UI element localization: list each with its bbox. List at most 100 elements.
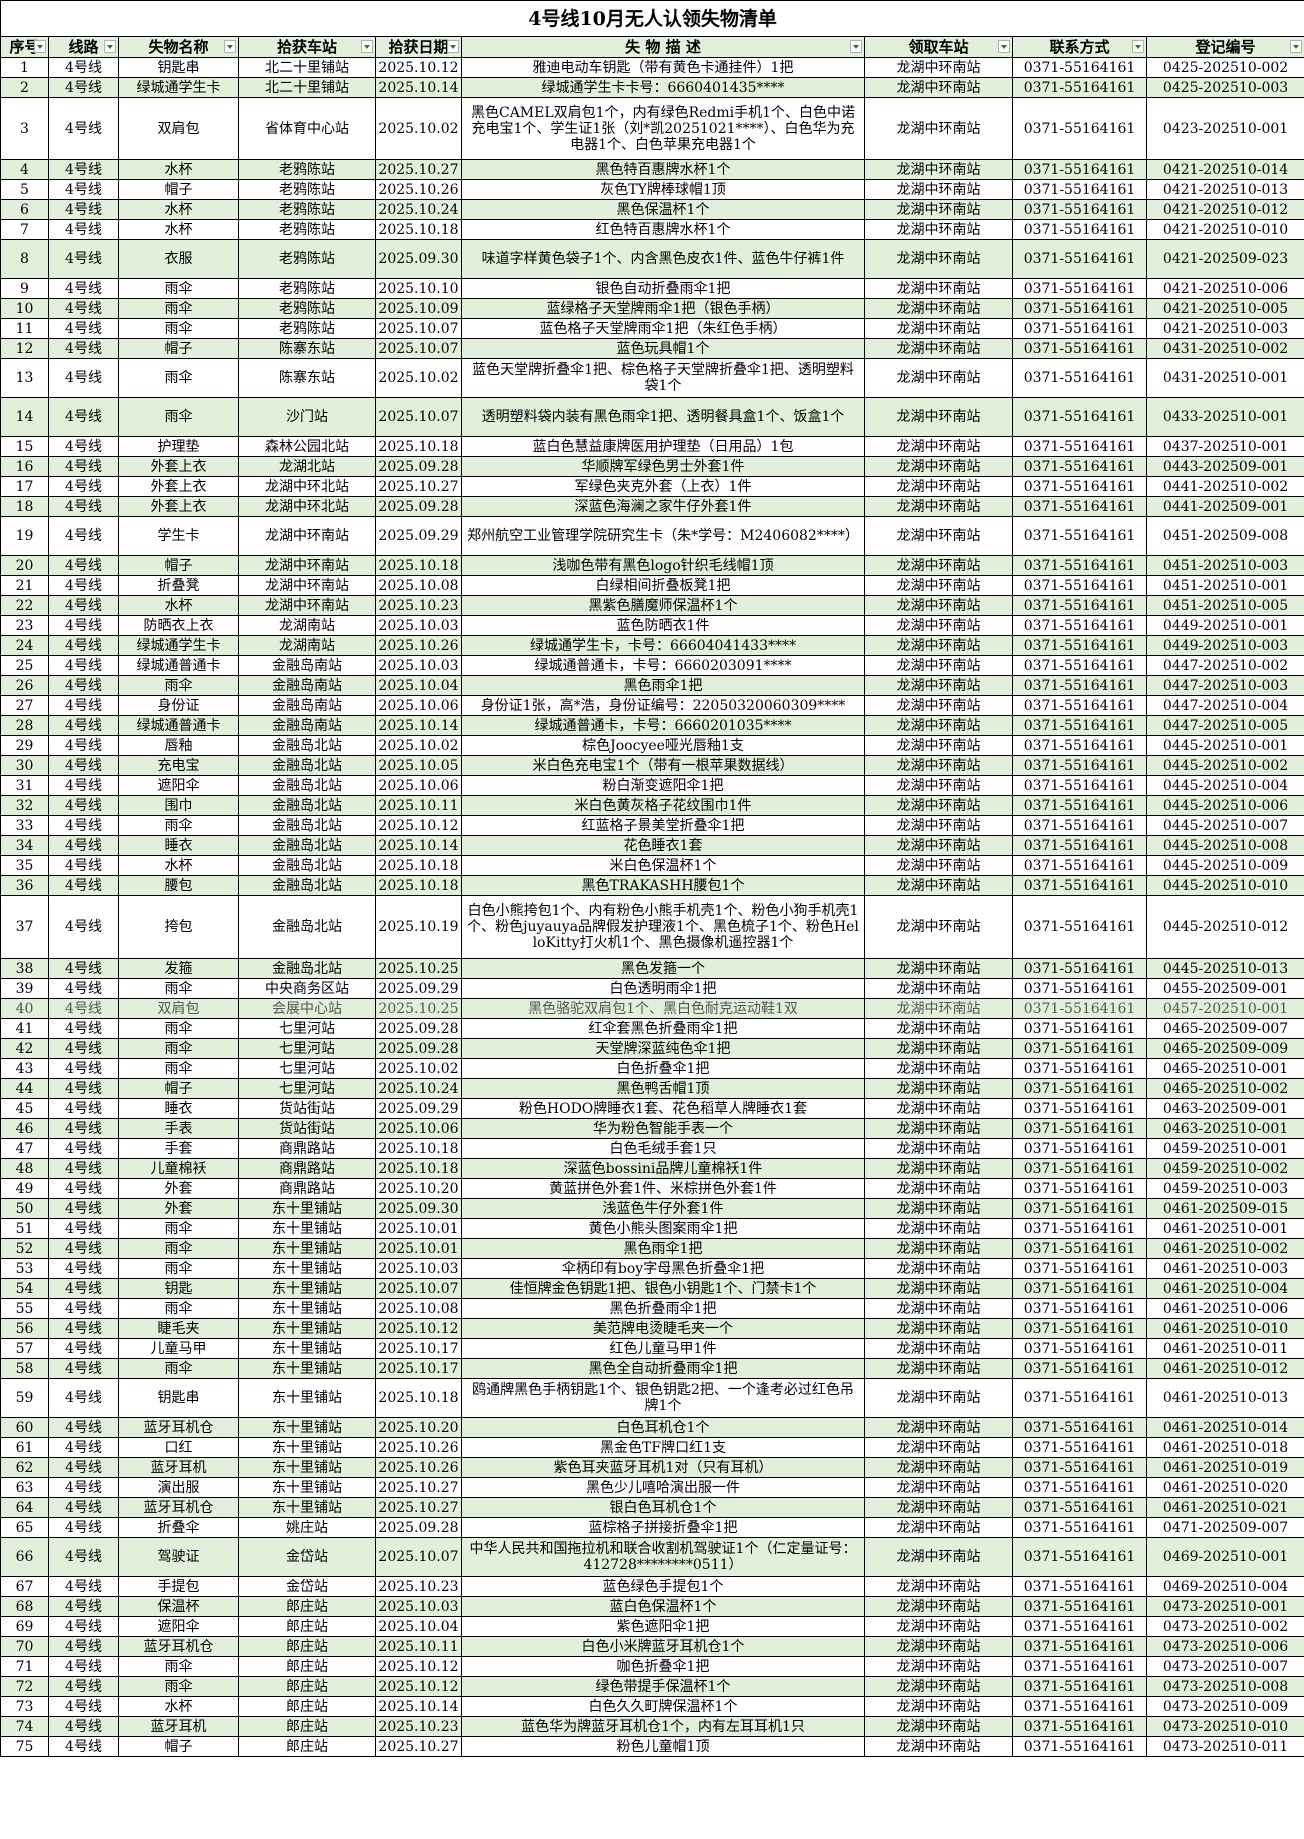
- cell-contact: 0371-55164161: [1012, 1098, 1147, 1119]
- cell-description: 白色小熊挎包1个、内有粉色小熊手机壳1个、粉色小狗手机壳1个、粉色juyauya…: [461, 895, 865, 959]
- filter-dropdown-icon[interactable]: [224, 40, 236, 53]
- cell-found-date: 2025.10.18: [375, 219, 462, 240]
- cell-description: 白色折叠伞1把: [461, 1058, 865, 1079]
- header-label: 序号: [9, 38, 40, 56]
- table-row: 61 4号线 口红 东十里铺站 2025.10.26 黑金色TF牌口红1支 龙湖中环南站 03…: [0, 1437, 1304, 1458]
- cell-claim-station: 龙湖中环南站: [864, 1636, 1013, 1657]
- filter-dropdown-icon[interactable]: [1290, 40, 1303, 53]
- cell-claim-station: 龙湖中环南站: [864, 1596, 1013, 1617]
- cell-registration-id: 0447-202510-005: [1145, 715, 1304, 736]
- cell-found-station: 森林公园北站: [238, 436, 376, 457]
- cell-found-station: 郎庄站: [238, 1636, 376, 1657]
- cell-found-date: 2025.10.02: [375, 1058, 462, 1079]
- cell-found-date: 2025.10.12: [375, 1318, 462, 1339]
- cell-found-station: 郎庄站: [238, 1616, 376, 1637]
- cell-line: 4号线: [48, 835, 119, 856]
- cell-found-station: 北二十里铺站: [238, 57, 376, 78]
- cell-description: 华顺牌军绿色男士外套1件: [461, 456, 865, 477]
- cell-found-date: 2025.10.14: [375, 715, 462, 736]
- cell-line: 4号线: [48, 77, 119, 98]
- filter-dropdown-icon[interactable]: [1132, 40, 1144, 53]
- cell-contact: 0371-55164161: [1012, 1358, 1147, 1379]
- table-row: 47 4号线 手套 商鼎路站 2025.10.18 白色毛绒手套1只 龙湖中环南站 0371-…: [0, 1138, 1304, 1159]
- cell-found-station: 东十里铺站: [238, 1417, 376, 1438]
- cell-registration-id: 0459-202510-003: [1145, 1178, 1304, 1199]
- cell-index: 23: [0, 615, 49, 636]
- cell-description: 绿城通普通卡，卡号：6660203091****: [461, 655, 865, 676]
- cell-item-name: 驾驶证: [118, 1537, 239, 1577]
- cell-found-date: 2025.10.03: [375, 1596, 462, 1617]
- cell-contact: 0371-55164161: [1012, 1656, 1147, 1677]
- cell-claim-station: 龙湖中环南站: [864, 1018, 1013, 1039]
- cell-contact: 0371-55164161: [1012, 239, 1147, 279]
- cell-found-station: 东十里铺站: [238, 1198, 376, 1219]
- cell-claim-station: 龙湖中环南站: [864, 815, 1013, 836]
- cell-index: 42: [0, 1038, 49, 1059]
- filter-dropdown-icon[interactable]: [361, 40, 373, 53]
- cell-found-date: 2025.10.12: [375, 1676, 462, 1697]
- table-row: 31 4号线 遮阳伞 金融岛北站 2025.10.06 粉白渐变遮阳伞1把 龙湖中环南站 03…: [0, 775, 1304, 796]
- filter-dropdown-icon[interactable]: [104, 40, 116, 53]
- filter-dropdown-icon[interactable]: [998, 40, 1010, 53]
- cell-contact: 0371-55164161: [1012, 1378, 1147, 1418]
- cell-found-station: 郎庄站: [238, 1696, 376, 1717]
- cell-registration-id: 0473-202510-002: [1145, 1616, 1304, 1637]
- cell-item-name: 外套上衣: [118, 476, 239, 497]
- cell-found-date: 2025.10.25: [375, 958, 462, 979]
- cell-claim-station: 龙湖中环南站: [864, 655, 1013, 676]
- cell-item-name: 钥匙: [118, 1278, 239, 1299]
- cell-found-date: 2025.10.01: [375, 1218, 462, 1239]
- cell-found-date: 2025.10.09: [375, 298, 462, 319]
- cell-found-date: 2025.09.28: [375, 1018, 462, 1039]
- filter-dropdown-icon[interactable]: [850, 40, 862, 53]
- table-row: 48 4号线 儿童棉袄 商鼎路站 2025.10.18 深蓝色bossini品牌儿童棉袄1…: [0, 1158, 1304, 1179]
- cell-line: 4号线: [48, 1576, 119, 1597]
- cell-found-date: 2025.10.25: [375, 998, 462, 1019]
- cell-claim-station: 龙湖中环南站: [864, 555, 1013, 576]
- table-row: 7 4号线 水杯 老鸦陈站 2025.10.18 红色特百惠牌水杯1个 龙湖中环南站 0371…: [0, 219, 1304, 240]
- cell-description: 银色自动折叠雨伞1把: [461, 278, 865, 299]
- cell-line: 4号线: [48, 1178, 119, 1199]
- cell-description: 粉色儿童帽1顶: [461, 1736, 865, 1757]
- cell-claim-station: 龙湖中环南站: [864, 1576, 1013, 1597]
- cell-registration-id: 0461-202510-004: [1145, 1278, 1304, 1299]
- filter-dropdown-icon[interactable]: [34, 40, 46, 53]
- cell-line: 4号线: [48, 655, 119, 676]
- cell-registration-id: 0445-202510-006: [1145, 795, 1304, 816]
- cell-index: 60: [0, 1417, 49, 1438]
- cell-registration-id: 0461-202510-012: [1145, 1358, 1304, 1379]
- header-col-found-station: 拾获车站: [238, 36, 376, 58]
- cell-found-station: 东十里铺站: [238, 1477, 376, 1498]
- cell-registration-id: 0465-202510-001: [1145, 1058, 1304, 1079]
- cell-found-date: 2025.10.07: [375, 397, 462, 437]
- cell-description: 蓝白色保温杯1个: [461, 1596, 865, 1617]
- cell-found-station: 金融岛北站: [238, 795, 376, 816]
- cell-claim-station: 龙湖中环南站: [864, 1616, 1013, 1637]
- cell-index: 22: [0, 595, 49, 616]
- cell-item-name: 口红: [118, 1437, 239, 1458]
- cell-contact: 0371-55164161: [1012, 1616, 1147, 1637]
- cell-contact: 0371-55164161: [1012, 516, 1147, 556]
- cell-description: 绿色带提手保温杯1个: [461, 1676, 865, 1697]
- filter-dropdown-icon[interactable]: [447, 40, 459, 53]
- cell-index: 15: [0, 436, 49, 457]
- cell-found-date: 2025.10.18: [375, 1158, 462, 1179]
- cell-found-station: 金融岛南站: [238, 695, 376, 716]
- cell-registration-id: 0447-202510-004: [1145, 695, 1304, 716]
- cell-index: 11: [0, 318, 49, 339]
- cell-contact: 0371-55164161: [1012, 1636, 1147, 1657]
- table-row: 35 4号线 水杯 金融岛北站 2025.10.18 米白色保温杯1个 龙湖中环南站 0371…: [0, 855, 1304, 876]
- cell-contact: 0371-55164161: [1012, 397, 1147, 437]
- cell-contact: 0371-55164161: [1012, 555, 1147, 576]
- cell-item-name: 演出服: [118, 1477, 239, 1498]
- cell-description: 蓝色玩具帽1个: [461, 338, 865, 359]
- cell-item-name: 雨伞: [118, 1656, 239, 1677]
- cell-found-station: 老鸦陈站: [238, 179, 376, 200]
- cell-description: 蓝棕格子拼接折叠伞1把: [461, 1517, 865, 1538]
- cell-registration-id: 0445-202510-009: [1145, 855, 1304, 876]
- cell-item-name: 帽子: [118, 1736, 239, 1757]
- header-col-registration-id: 登记编号: [1145, 36, 1304, 58]
- cell-found-station: 老鸦陈站: [238, 219, 376, 240]
- table-row: 49 4号线 外套 商鼎路站 2025.10.20 黄蓝拼色外套1件、米棕拼色外套1件 龙湖…: [0, 1178, 1304, 1199]
- cell-contact: 0371-55164161: [1012, 219, 1147, 240]
